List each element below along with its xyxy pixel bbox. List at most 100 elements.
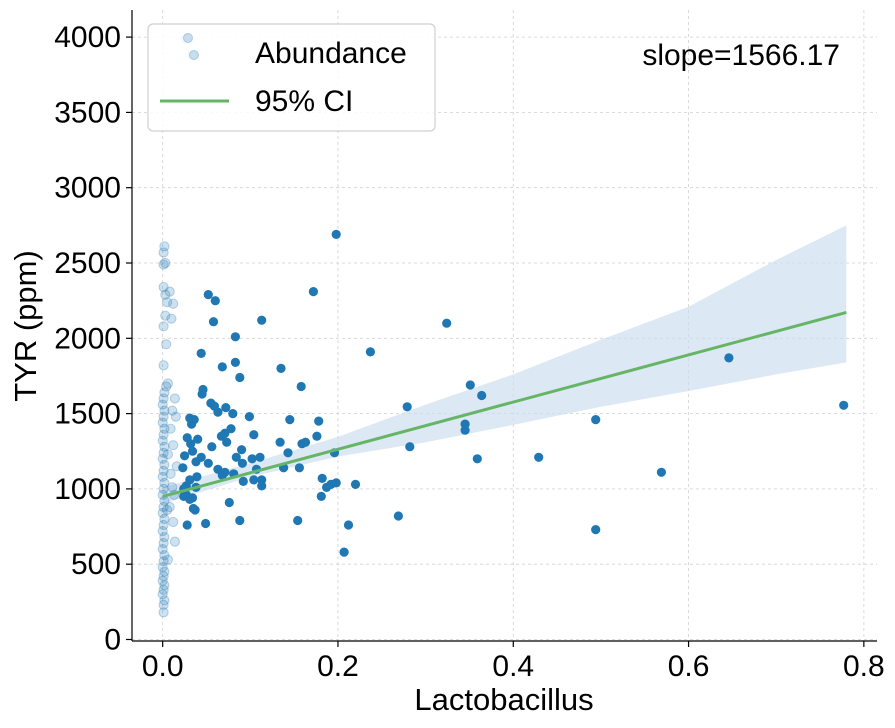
- legend-marker-abundance-2: [189, 50, 199, 60]
- y-tick-label: 3500: [54, 96, 121, 129]
- data-point-18: [477, 390, 487, 401]
- faded-point-3: [157, 589, 168, 600]
- data-point-37: [460, 425, 470, 435]
- data-point-0: [331, 229, 341, 239]
- data-point-5: [208, 317, 219, 327]
- data-point-10: [230, 357, 240, 367]
- data-point-40: [186, 439, 196, 449]
- x-tick-label: 0.6: [668, 650, 710, 683]
- data-point-53: [231, 452, 241, 462]
- faded-point-2: [159, 595, 170, 606]
- faded-point-6: [157, 575, 168, 586]
- data-point-3: [210, 296, 220, 306]
- data-point-4: [257, 315, 267, 325]
- y-tick-label: 4000: [54, 21, 121, 54]
- data-point-41: [222, 437, 232, 447]
- faded-point-1: [158, 599, 169, 611]
- data-point-42: [275, 437, 285, 447]
- data-point-35: [249, 430, 259, 440]
- x-tick-label: 0.8: [843, 650, 885, 683]
- faded-point-38: [159, 387, 170, 398]
- data-point-89: [190, 505, 200, 515]
- faded-point-16: [158, 519, 169, 531]
- data-point-39: [193, 434, 203, 444]
- data-point-91: [235, 515, 245, 526]
- faded-point-29: [159, 441, 170, 452]
- faded-point-8: [159, 566, 170, 577]
- data-point-29: [285, 415, 295, 425]
- fit-line: [162, 311, 847, 498]
- data-point-94: [343, 520, 354, 530]
- faded-point-64: [168, 516, 179, 528]
- data-point-46: [207, 442, 217, 452]
- faded-point-11: [159, 550, 170, 561]
- data-point-87: [224, 497, 234, 508]
- faded-point-46: [160, 289, 171, 300]
- faded-point-23: [159, 477, 170, 488]
- faded-point-19: [158, 501, 169, 513]
- data-point-77: [331, 478, 341, 488]
- data-point-86: [316, 491, 326, 501]
- faded-point-48: [158, 259, 169, 270]
- faded-point-60: [165, 468, 176, 479]
- slope-annotation: slope=1566.17: [642, 39, 840, 72]
- data-point-51: [180, 451, 190, 461]
- legend-label-abundance: Abundance: [255, 37, 407, 70]
- data-point-23: [213, 407, 223, 417]
- faded-point-69: [162, 504, 173, 516]
- data-point-78: [350, 479, 361, 489]
- faded-point-58: [168, 440, 179, 451]
- faded-point-37: [158, 393, 169, 404]
- data-point-14: [296, 381, 306, 392]
- data-point-28: [187, 419, 197, 429]
- faded-point-61: [167, 482, 178, 493]
- fit-line-layer: [162, 311, 847, 498]
- faded-point-7: [158, 571, 169, 582]
- faded-point-49: [160, 257, 171, 269]
- data-point-54: [247, 454, 257, 464]
- x-tick-label: 0.4: [492, 650, 534, 683]
- faded-point-14: [159, 532, 170, 543]
- faded-point-45: [162, 297, 173, 308]
- data-point-44: [300, 437, 311, 447]
- legend: Abundance 95% CI: [147, 23, 436, 132]
- data-point-47: [237, 445, 247, 455]
- faded-point-28: [158, 447, 169, 458]
- faded-point-42: [161, 339, 172, 350]
- data-point-85: [185, 494, 195, 504]
- y-tick-label: 3000: [54, 172, 121, 205]
- faded-point-55: [169, 393, 180, 404]
- data-point-1: [308, 287, 318, 297]
- data-point-101: [178, 463, 188, 473]
- faded-point-36: [157, 399, 168, 410]
- faded-point-43: [158, 321, 169, 332]
- faded-point-47: [158, 282, 169, 293]
- data-point-49: [283, 448, 293, 458]
- faded-point-35: [159, 405, 170, 416]
- axes: [131, 10, 877, 642]
- data-point-99: [839, 400, 849, 410]
- faded-point-52: [164, 286, 175, 297]
- data-point-70: [656, 467, 667, 477]
- data-point-73: [217, 470, 227, 480]
- faded-point-25: [158, 465, 169, 476]
- data-point-2: [203, 290, 213, 300]
- y-tick-label: 1500: [54, 398, 121, 431]
- data-point-59: [203, 458, 213, 468]
- legend-label-ci: 95% CI: [255, 85, 353, 118]
- data-point-22: [221, 403, 231, 413]
- faded-point-33: [157, 417, 168, 428]
- data-point-45: [405, 442, 415, 452]
- legend-frame: [147, 23, 436, 132]
- y-axis-title: TYR (ppm): [8, 250, 43, 402]
- faded-point-12: [157, 544, 168, 555]
- faded-point-31: [158, 429, 169, 440]
- faded-point-57: [170, 411, 181, 422]
- faded-point-15: [157, 526, 168, 537]
- faded-point-22: [158, 483, 169, 494]
- faded-point-24: [157, 471, 168, 482]
- faded-point-0: [158, 607, 169, 618]
- faded-point-10: [158, 556, 169, 567]
- ci-band: [162, 225, 847, 504]
